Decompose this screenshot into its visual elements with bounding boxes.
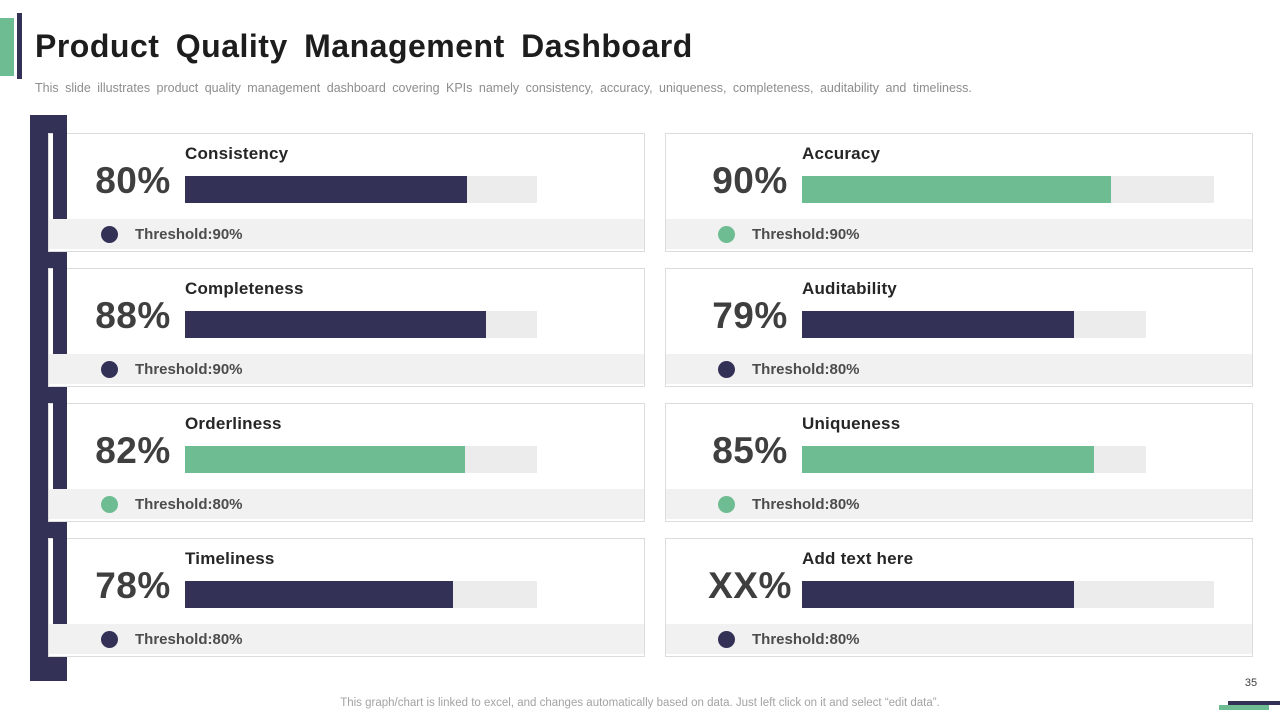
kpi-title: Completeness bbox=[185, 279, 304, 298]
corner-accent-navy-line bbox=[1228, 701, 1280, 705]
threshold-strip: Threshold:80% bbox=[49, 489, 644, 519]
kpi-card-auditability: Auditability 79% Threshold:80% bbox=[665, 268, 1253, 387]
kpi-bar-fill bbox=[802, 176, 1111, 203]
kpi-bar-track bbox=[185, 581, 537, 608]
threshold-label: Threshold:90% bbox=[135, 361, 243, 378]
kpi-title: Add text here bbox=[802, 549, 914, 568]
corner-accent-green-line bbox=[1219, 705, 1269, 710]
header-accent-green-block bbox=[0, 18, 14, 76]
kpi-bar-track bbox=[802, 176, 1214, 203]
kpi-bar-fill bbox=[802, 446, 1095, 473]
kpi-value: 82% bbox=[95, 430, 171, 471]
card-left-accent-bar bbox=[53, 133, 67, 219]
page-number: 35 bbox=[1244, 677, 1258, 689]
kpi-bar-fill bbox=[802, 581, 1074, 608]
page-subtitle: This slide illustrates product quality m… bbox=[35, 81, 972, 95]
threshold-label: Threshold:90% bbox=[135, 226, 243, 243]
threshold-strip: Threshold:80% bbox=[666, 624, 1252, 654]
kpi-bar-track bbox=[185, 446, 537, 473]
kpi-bar-track bbox=[802, 581, 1214, 608]
kpi-card-accuracy: Accuracy 90% Threshold:90% bbox=[665, 133, 1253, 252]
threshold-dot-icon bbox=[101, 361, 118, 378]
kpi-bar-fill bbox=[185, 311, 486, 338]
card-left-accent-bar bbox=[53, 403, 67, 489]
page-title: Product Quality Management Dashboard bbox=[35, 28, 693, 64]
kpi-title: Auditability bbox=[802, 279, 897, 298]
threshold-label: Threshold:80% bbox=[752, 361, 860, 378]
kpi-value: 80% bbox=[95, 160, 171, 201]
threshold-dot-icon bbox=[101, 496, 118, 513]
threshold-label: Threshold:80% bbox=[135, 631, 243, 648]
kpi-value: 85% bbox=[712, 430, 788, 471]
kpi-card-uniqueness: Uniqueness 85% Threshold:80% bbox=[665, 403, 1253, 522]
threshold-label: Threshold:80% bbox=[752, 496, 860, 513]
threshold-strip: Threshold:80% bbox=[666, 489, 1252, 519]
threshold-label: Threshold:90% bbox=[752, 226, 860, 243]
kpi-bar-fill bbox=[802, 311, 1074, 338]
kpi-card-orderliness: Orderliness 82% Threshold:80% bbox=[48, 403, 645, 522]
card-left-accent-bar bbox=[53, 268, 67, 354]
threshold-strip: Threshold:80% bbox=[49, 624, 644, 654]
kpi-bar-fill bbox=[185, 176, 467, 203]
kpi-bar-fill bbox=[185, 446, 465, 473]
threshold-dot-icon bbox=[718, 496, 735, 513]
kpi-title: Uniqueness bbox=[802, 414, 901, 433]
kpi-card-consistency: Consistency 80% Threshold:90% bbox=[48, 133, 645, 252]
kpi-value: XX% bbox=[708, 565, 792, 606]
threshold-dot-icon bbox=[718, 226, 735, 243]
footer-note: This graph/chart is linked to excel, and… bbox=[340, 697, 940, 709]
kpi-bar-track bbox=[802, 311, 1146, 338]
threshold-label: Threshold:80% bbox=[752, 631, 860, 648]
kpi-title: Orderliness bbox=[185, 414, 282, 433]
threshold-dot-icon bbox=[101, 226, 118, 243]
kpi-bar-track bbox=[185, 176, 537, 203]
kpi-title: Consistency bbox=[185, 144, 289, 163]
threshold-strip: Threshold:90% bbox=[49, 354, 644, 384]
kpi-title: Timeliness bbox=[185, 549, 275, 568]
header-accent-navy-bar bbox=[17, 13, 22, 79]
kpi-value: 78% bbox=[95, 565, 171, 606]
kpi-card-add-text-here: Add text here XX% Threshold:80% bbox=[665, 538, 1253, 657]
kpi-value: 90% bbox=[712, 160, 788, 201]
threshold-strip: Threshold:90% bbox=[666, 219, 1252, 249]
threshold-strip: Threshold:90% bbox=[49, 219, 644, 249]
kpi-title: Accuracy bbox=[802, 144, 881, 163]
threshold-dot-icon bbox=[101, 631, 118, 648]
kpi-value: 79% bbox=[712, 295, 788, 336]
card-left-accent-bar bbox=[53, 538, 67, 624]
kpi-bar-track bbox=[802, 446, 1146, 473]
kpi-card-completeness: Completeness 88% Threshold:90% bbox=[48, 268, 645, 387]
kpi-card-timeliness: Timeliness 78% Threshold:80% bbox=[48, 538, 645, 657]
kpi-value: 88% bbox=[95, 295, 171, 336]
threshold-strip: Threshold:80% bbox=[666, 354, 1252, 384]
threshold-dot-icon bbox=[718, 631, 735, 648]
threshold-label: Threshold:80% bbox=[135, 496, 243, 513]
kpi-bar-fill bbox=[185, 581, 453, 608]
kpi-bar-track bbox=[185, 311, 537, 338]
threshold-dot-icon bbox=[718, 361, 735, 378]
